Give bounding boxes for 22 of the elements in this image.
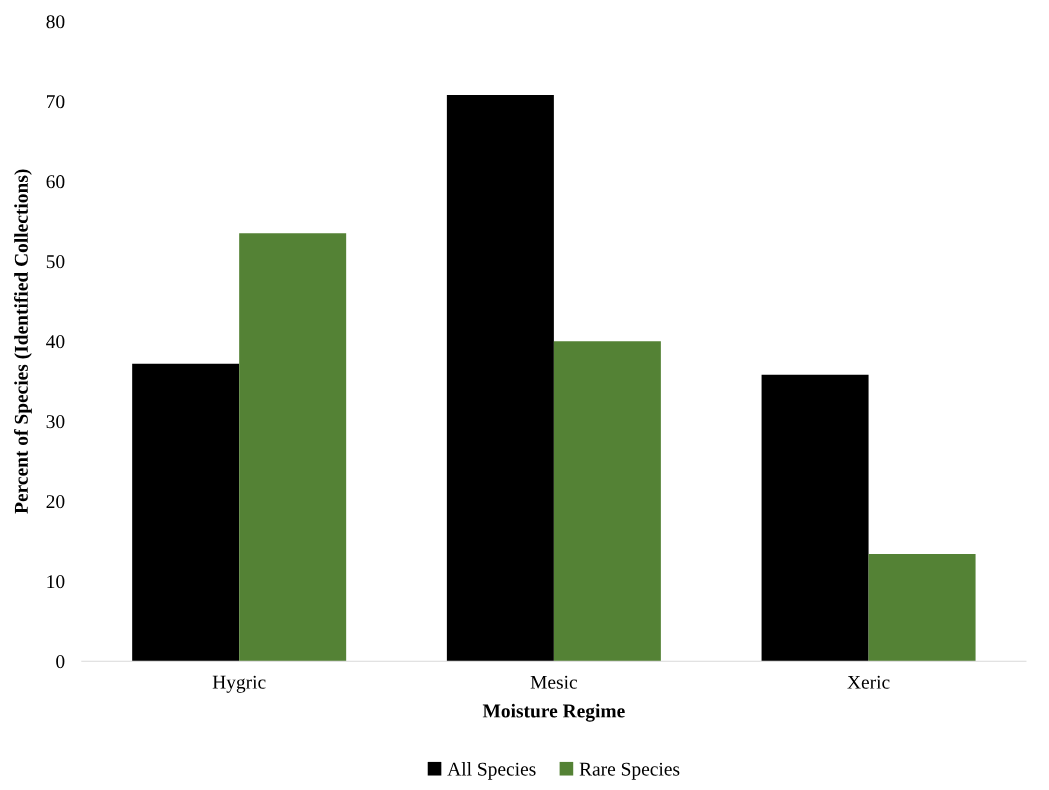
y-axis-title: Percent of Species (Identified Collections) — [13, 169, 32, 514]
y-tick-label: 70 — [46, 95, 65, 109]
x-tick-label: Xeric — [847, 675, 890, 689]
y-tick-label: 20 — [46, 495, 65, 509]
x-axis-title: Moisture Regime — [482, 703, 625, 722]
y-tick-label: 0 — [56, 655, 65, 669]
y-tick-label: 60 — [46, 175, 65, 189]
y-tick-label: 10 — [47, 575, 65, 589]
bar — [446, 94, 554, 662]
y-tick-label: 50 — [46, 255, 65, 269]
legend-label: Rare Species — [579, 762, 680, 780]
y-tick-label: 40 — [46, 335, 65, 349]
x-tick-label: Mesic — [530, 675, 578, 689]
bar — [239, 233, 347, 662]
y-tick-label: 30 — [46, 415, 65, 429]
x-tick-label: Hygric — [212, 675, 266, 693]
bar — [132, 363, 240, 662]
y-tick-label: 80 — [46, 15, 65, 29]
bar — [868, 554, 976, 662]
bar — [761, 374, 869, 662]
bar — [553, 341, 661, 662]
legend-label: All Species — [447, 762, 536, 780]
